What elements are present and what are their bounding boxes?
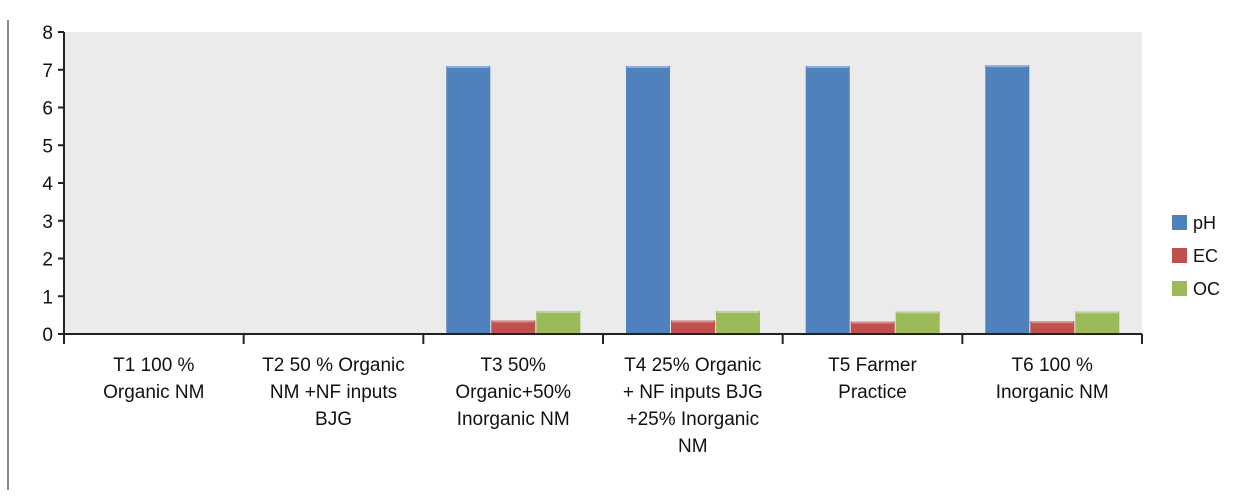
- bar-oc-6: [1075, 311, 1120, 334]
- bar-highlight: [986, 65, 1029, 68]
- y-tick-label: 6: [42, 99, 53, 120]
- x-category-label-line: Practice: [838, 382, 907, 403]
- bar-oc-5: [895, 311, 940, 334]
- bar-highlight: [447, 66, 490, 68]
- y-tick-label: 7: [42, 61, 53, 82]
- x-category-label-line: Inorganic NM: [457, 409, 570, 430]
- legend-label-ph: pH: [1193, 213, 1216, 233]
- bar-highlight: [492, 320, 535, 323]
- x-category-label-line: Organic+50%: [455, 382, 571, 403]
- bar-highlight: [806, 66, 849, 68]
- x-category-label-line: NM +NF inputs: [270, 382, 397, 403]
- bar-oc-3: [536, 311, 581, 334]
- x-category-label-line: Organic NM: [103, 382, 204, 403]
- x-category-label-line: T6 100 %: [1012, 355, 1093, 376]
- y-tick-label: 5: [42, 136, 53, 157]
- x-category-label-line: T1 100 %: [113, 355, 194, 376]
- y-tick-label: 4: [42, 174, 53, 195]
- x-category-label-line: +25% Inorganic: [627, 409, 760, 430]
- x-category-label-line: Inorganic NM: [996, 382, 1109, 403]
- y-tick-label: 2: [42, 250, 53, 271]
- bar-ec-3: [491, 320, 536, 334]
- bar-ph-5: [805, 66, 850, 334]
- bars-group: [132, 65, 1120, 334]
- bar-ec-5: [850, 321, 895, 334]
- y-tick-label: 0: [42, 325, 53, 346]
- x-category-label-line: T4 25% Organic: [624, 355, 761, 376]
- legend-label-oc: OC: [1193, 279, 1220, 299]
- bar-ec-6: [1030, 321, 1075, 334]
- bar-oc-4: [716, 311, 760, 334]
- legend: pH EC OC: [1172, 213, 1220, 299]
- x-category-label-line: BJG: [315, 409, 352, 430]
- y-tick-label: 3: [42, 212, 53, 233]
- legend-swatch-ec: [1172, 248, 1187, 263]
- bar-ec-4: [671, 320, 715, 334]
- bar-highlight: [627, 66, 669, 68]
- x-category-label-line: NM: [678, 436, 708, 457]
- x-category-label: T5 Farmer Practice: [828, 355, 917, 403]
- legend-swatch-oc: [1172, 281, 1187, 296]
- axes-group: 0 1 2 3 4 5 6 7 8 T1 100 % Organic NM T2 50 % Organ…: [42, 23, 1143, 457]
- bar-highlight: [1076, 311, 1119, 314]
- bar-highlight: [717, 311, 759, 313]
- x-category-label: T6 100 % Inorganic NM: [996, 355, 1109, 403]
- bar-highlight: [537, 311, 580, 313]
- x-category-label-line: T2 50 % Organic: [262, 355, 405, 376]
- bar-highlight: [896, 311, 939, 314]
- bar-highlight: [1031, 321, 1074, 324]
- legend-swatch-ph: [1172, 215, 1187, 230]
- legend-label-ec: EC: [1193, 246, 1218, 266]
- x-category-label-line: T3 50%: [480, 355, 546, 376]
- x-category-label-line: + NF inputs BJG: [623, 382, 763, 403]
- bar-ph-4: [626, 66, 670, 334]
- x-category-label: T3 50% Organic+50% Inorganic NM: [455, 355, 571, 430]
- y-tick-label: 8: [42, 23, 53, 44]
- bar-ph-3: [446, 66, 491, 334]
- bar-highlight: [851, 321, 894, 324]
- bar-highlight: [672, 320, 714, 323]
- x-category-label: T1 100 % Organic NM: [103, 355, 204, 403]
- y-tick-label: 1: [42, 287, 53, 308]
- x-category-label-line: T5 Farmer: [828, 355, 917, 376]
- x-category-label: T4 25% Organic + NF inputs BJG +25% Inorga…: [623, 355, 763, 457]
- bar-ph-6: [985, 65, 1030, 334]
- x-category-label: T2 50 % Organic NM +NF inputs BJG: [262, 355, 405, 430]
- plot-area: [64, 32, 1142, 334]
